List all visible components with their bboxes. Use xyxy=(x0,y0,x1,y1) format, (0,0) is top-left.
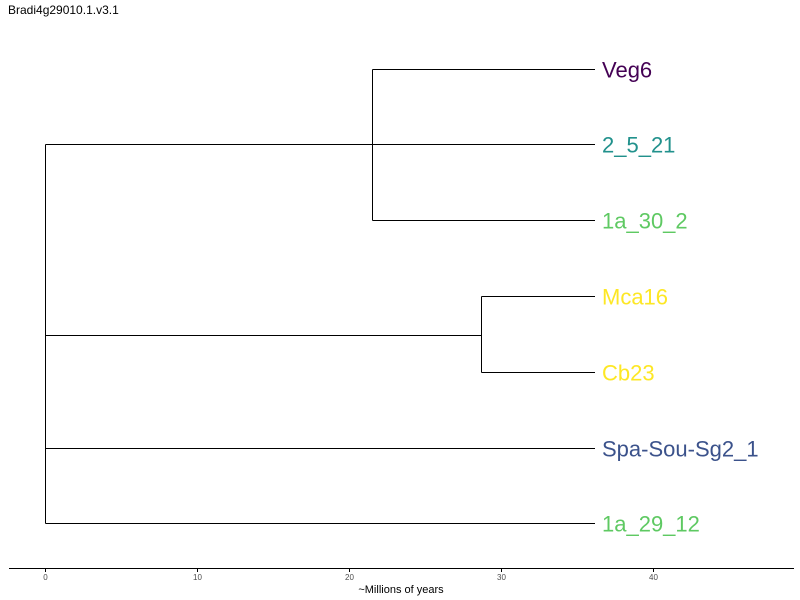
leaf-label: 1a_29_12 xyxy=(602,512,700,537)
leaf-label: Cb23 xyxy=(602,361,655,386)
leaf-labels: Veg6 2_5_21 1a_30_2 Mca16 Cb23 Spa-Sou-Sg2_1 1… xyxy=(602,58,759,537)
axis-tick-label: 30 xyxy=(497,573,506,582)
leaf-label: 2_5_21 xyxy=(602,133,675,158)
leaf-label: Spa-Sou-Sg2_1 xyxy=(602,437,759,462)
axis-title: ~Millions of years xyxy=(358,584,444,596)
plot-title: Bradi4g29010.1.v3.1 xyxy=(8,3,119,17)
axis-tick-label: 20 xyxy=(345,573,354,582)
axis-ticks: 0 10 20 30 40 xyxy=(43,568,658,582)
axis-tick-label: 40 xyxy=(649,573,658,582)
leaf-label: Veg6 xyxy=(602,58,652,83)
time-axis: 0 10 20 30 40 ~Millions of years xyxy=(9,568,794,596)
leaf-label: Mca16 xyxy=(602,285,668,310)
tree-branches xyxy=(45,69,595,524)
leaf-label: 1a_30_2 xyxy=(602,209,688,234)
axis-tick-label: 10 xyxy=(193,573,202,582)
axis-tick-label: 0 xyxy=(43,573,48,582)
